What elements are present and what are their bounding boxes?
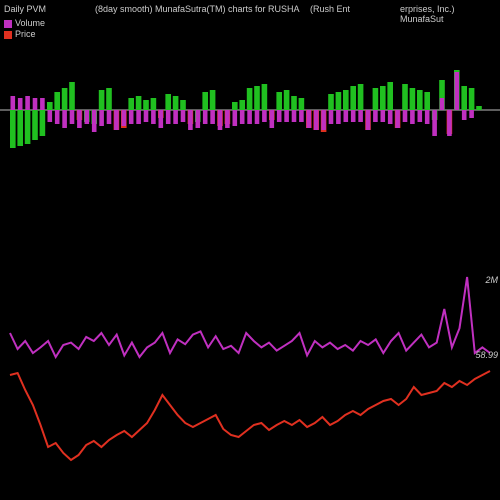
swatch-volume: [4, 20, 12, 28]
title-mid1: (8day smooth) MunafaSutra(TM) charts for…: [95, 4, 300, 14]
swatch-price: [4, 31, 12, 39]
legend-label-volume: Volume: [15, 18, 45, 29]
legend: Volume Price: [4, 18, 45, 40]
legend-row-price: Price: [4, 29, 45, 40]
title-left: Daily PVM: [4, 4, 46, 14]
upper-panel: [0, 40, 500, 180]
volume-axis-label: 2M: [485, 275, 498, 285]
chart-header: Daily PVM (8day smooth) MunafaSutra(TM) …: [0, 4, 500, 18]
price-axis-label: 58.99: [475, 350, 498, 360]
legend-row-volume: Volume: [4, 18, 45, 29]
lower-panel: [0, 245, 500, 485]
lower-line-chart: [0, 245, 500, 485]
legend-label-price: Price: [15, 29, 36, 40]
upper-bar-chart: [0, 40, 500, 180]
title-mid2: (Rush Ent: [310, 4, 350, 14]
title-right: erprises, Inc.) MunafaSut: [400, 4, 500, 24]
